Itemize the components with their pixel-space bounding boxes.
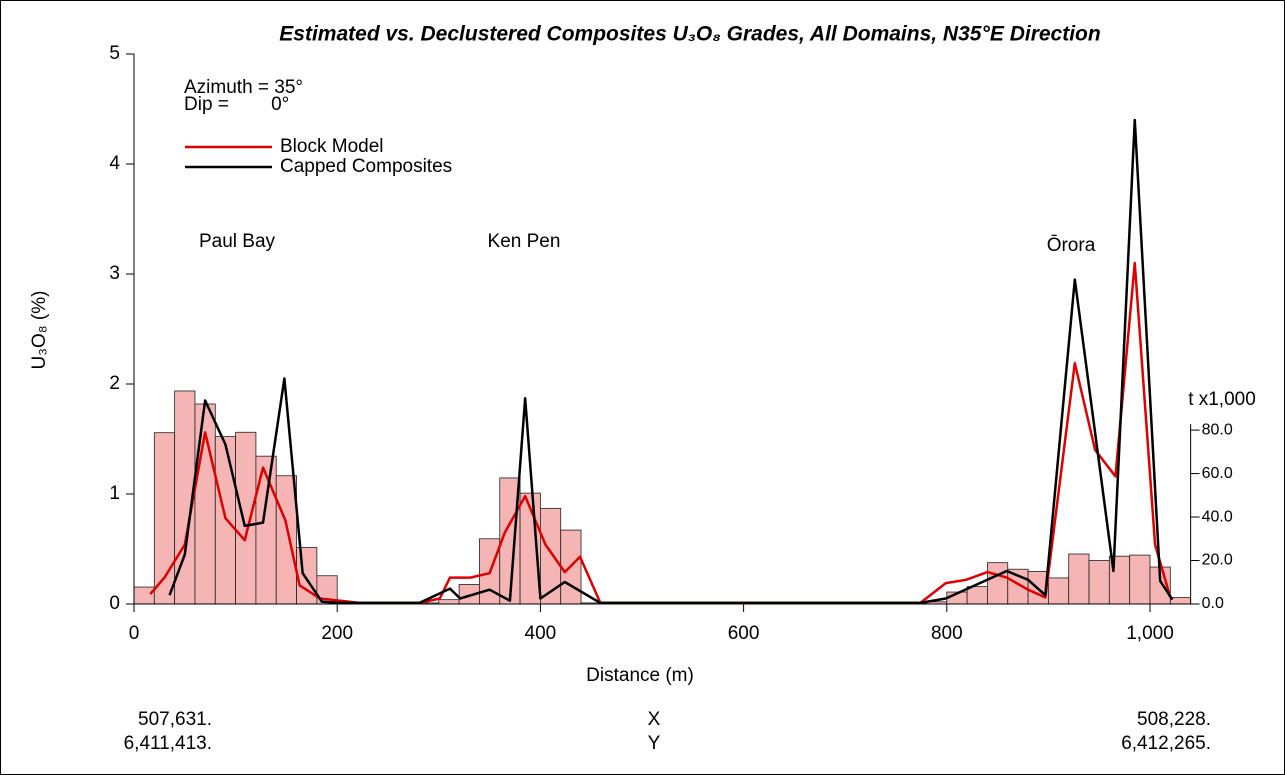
histogram-bar [1169, 597, 1192, 605]
x-tick-label: 200 [321, 623, 353, 644]
x-tick-label: 400 [525, 623, 557, 644]
histogram-bar [235, 431, 257, 605]
annotation: Paul Bay [199, 231, 276, 252]
footer-label: Y [648, 733, 661, 754]
x-tick-label: 0 [129, 623, 140, 644]
y-axis-label: U₃O₈ (%) [29, 291, 50, 370]
histogram-bar [1068, 553, 1090, 605]
x-tick-label: 800 [931, 623, 963, 644]
y2-tick-label: 40.0 [1202, 508, 1233, 525]
y2-axis-label: t x1,000 [1188, 389, 1256, 410]
histogram-bar [966, 586, 988, 605]
histogram-bar [275, 475, 297, 605]
histogram-bar [133, 586, 155, 605]
x-axis-label: Distance (m) [586, 665, 694, 686]
series-line [168, 118, 1174, 605]
x-tick-label: 600 [728, 623, 760, 644]
y-tick-label: 5 [109, 43, 120, 64]
histogram-bar [438, 599, 460, 605]
y2-tick-label: 60.0 [1202, 465, 1233, 482]
annotation: Dip = 0° [184, 94, 289, 115]
legend-label: Block Model [280, 136, 384, 157]
y-tick-label: 3 [109, 263, 120, 284]
histogram-bar [214, 436, 236, 605]
x-tick-label: 1,000 [1126, 623, 1174, 644]
histogram-bar [1129, 554, 1151, 605]
y-tick-label: 2 [109, 373, 120, 394]
annotation: Ken Pen [488, 231, 561, 252]
histogram-bar [1048, 577, 1070, 605]
histogram-bar [255, 455, 277, 605]
footer-label: 507,631. [138, 709, 212, 730]
footer-label: 6,412,265. [1121, 733, 1211, 754]
series-line [149, 261, 1172, 605]
y-tick-label: 1 [109, 483, 120, 504]
y2-tick-label: 80.0 [1202, 421, 1233, 438]
chart-title: Estimated vs. Declustered Composites U₃O… [279, 23, 1100, 46]
footer-label: X [648, 709, 661, 730]
annotation: Azimuth = 35° [184, 77, 303, 98]
histogram-bar [987, 562, 1009, 605]
annotation: Ōrora [1047, 235, 1096, 256]
histogram-bar [1088, 560, 1110, 605]
footer-label: 508,228. [1137, 709, 1211, 730]
y2-tick-label: 20.0 [1202, 552, 1233, 569]
y-tick-label: 4 [109, 153, 120, 174]
histogram-bar [540, 507, 562, 605]
y-tick-label: 0 [109, 593, 120, 614]
y2-tick-label: 0.0 [1202, 595, 1224, 612]
legend-label: Capped Composites [280, 156, 452, 177]
footer-label: 6,411,413. [124, 733, 212, 754]
